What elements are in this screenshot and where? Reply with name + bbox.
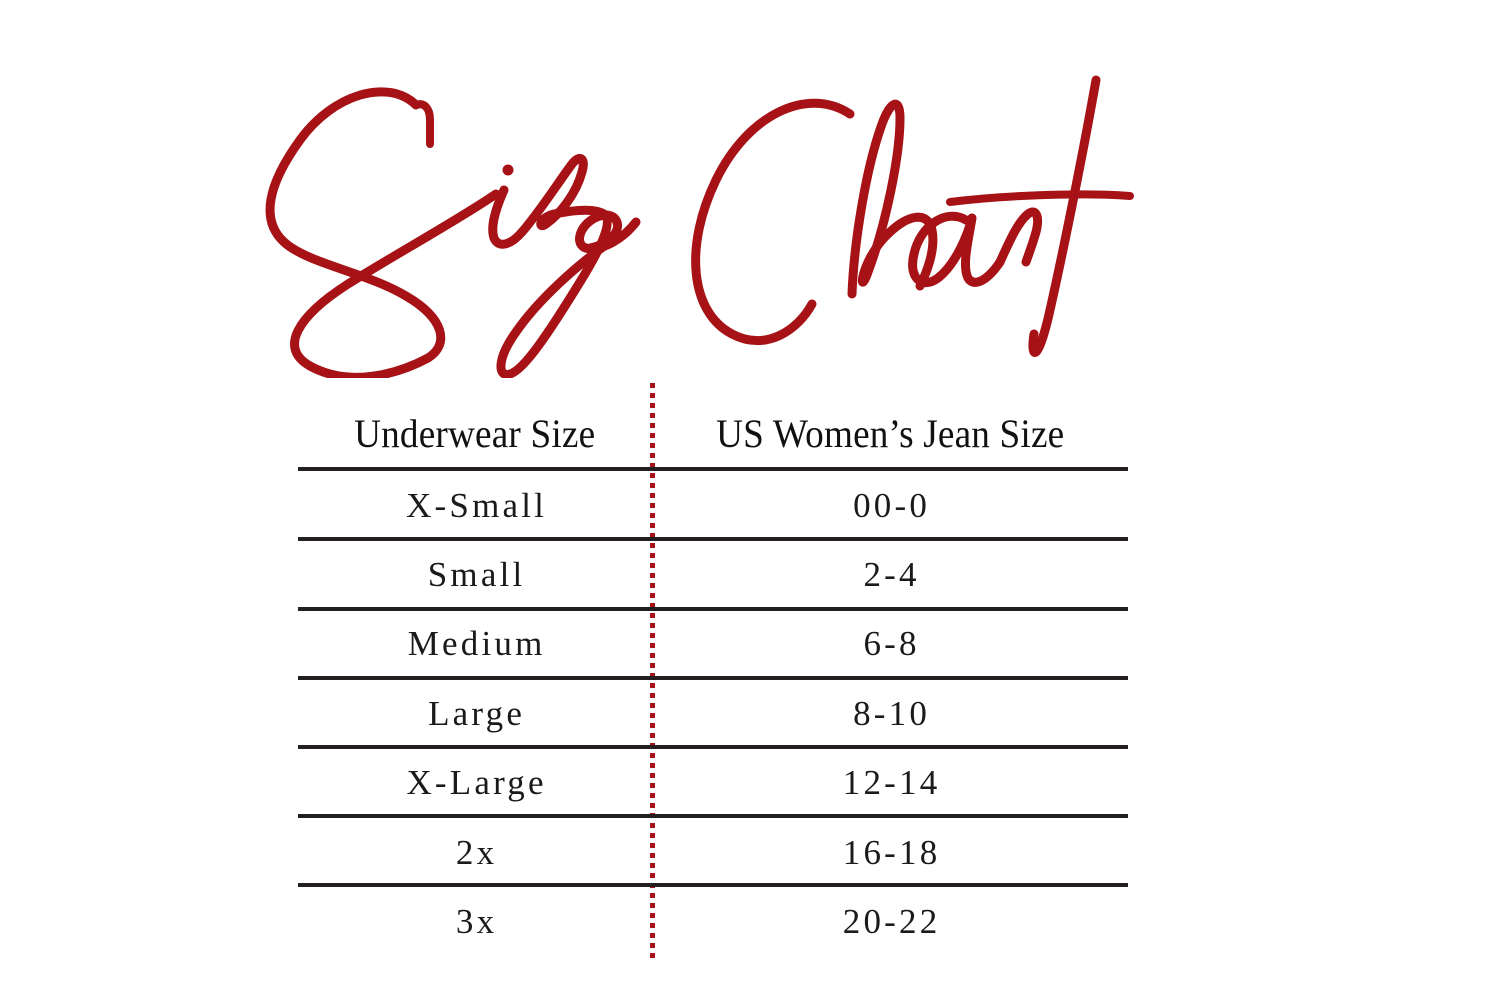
cell-jean-size: 20-22 bbox=[652, 902, 1128, 942]
table-row: Large 8-10 bbox=[298, 679, 1128, 748]
cell-text: 6-8 bbox=[863, 624, 920, 664]
cell-text: 2x bbox=[455, 832, 498, 872]
cell-underwear-size: Large bbox=[298, 694, 652, 734]
cell-text: X-Small bbox=[406, 485, 548, 525]
table-row: 2x 16-18 bbox=[298, 818, 1128, 887]
cell-jean-size: 2-4 bbox=[652, 555, 1128, 595]
cell-text: 3x bbox=[455, 902, 498, 942]
cell-underwear-size: Small bbox=[298, 555, 652, 595]
cell-text: 20-22 bbox=[842, 902, 941, 942]
size-chart-table: Underwear Size US Women’s Jean Size X-Sm… bbox=[298, 383, 1128, 958]
cell-underwear-size: 2x bbox=[298, 833, 652, 873]
cell-underwear-size: X-Small bbox=[298, 486, 652, 526]
cell-underwear-size: X-Large bbox=[298, 763, 652, 803]
cell-text: 16-18 bbox=[842, 832, 941, 872]
cell-text: 2-4 bbox=[863, 555, 920, 595]
cell-underwear-size: Medium bbox=[298, 624, 652, 664]
table-row: Small 2-4 bbox=[298, 540, 1128, 609]
cell-jean-size: 00-0 bbox=[652, 486, 1128, 526]
table-body: X-Small 00-0 Small 2-4 Medium bbox=[298, 471, 1128, 957]
header-label-jean-size: US Women’s Jean Size bbox=[715, 410, 1065, 456]
cell-text: Large bbox=[428, 693, 526, 733]
header-cell-underwear-size: Underwear Size bbox=[298, 399, 652, 467]
cell-text: Small bbox=[427, 555, 526, 595]
table-row: X-Small 00-0 bbox=[298, 471, 1128, 540]
cell-jean-size: 8-10 bbox=[652, 694, 1128, 734]
header-cell-jean-size: US Women’s Jean Size bbox=[652, 399, 1128, 467]
header-label-underwear-size: Underwear Size bbox=[354, 410, 596, 456]
cell-text: 8-10 bbox=[853, 693, 931, 733]
cell-text: 12-14 bbox=[842, 763, 941, 803]
cell-jean-size: 6-8 bbox=[652, 624, 1128, 664]
cell-jean-size: 12-14 bbox=[652, 763, 1128, 803]
cell-underwear-size: 3x bbox=[298, 902, 652, 942]
title-script-artwork bbox=[265, 75, 1134, 378]
cell-text: Medium bbox=[407, 624, 546, 664]
table-row: Medium 6-8 bbox=[298, 610, 1128, 679]
table-row: 3x 20-22 bbox=[298, 887, 1128, 956]
table-header-row: Underwear Size US Women’s Jean Size bbox=[298, 399, 1128, 467]
vertical-dotted-divider bbox=[650, 383, 655, 958]
cell-text: X-Large bbox=[406, 763, 547, 803]
cell-text: 00-0 bbox=[853, 485, 931, 525]
cell-jean-size: 16-18 bbox=[652, 833, 1128, 873]
table-row: X-Large 12-14 bbox=[298, 749, 1128, 818]
page-title: Size Chart bbox=[238, 58, 1158, 378]
